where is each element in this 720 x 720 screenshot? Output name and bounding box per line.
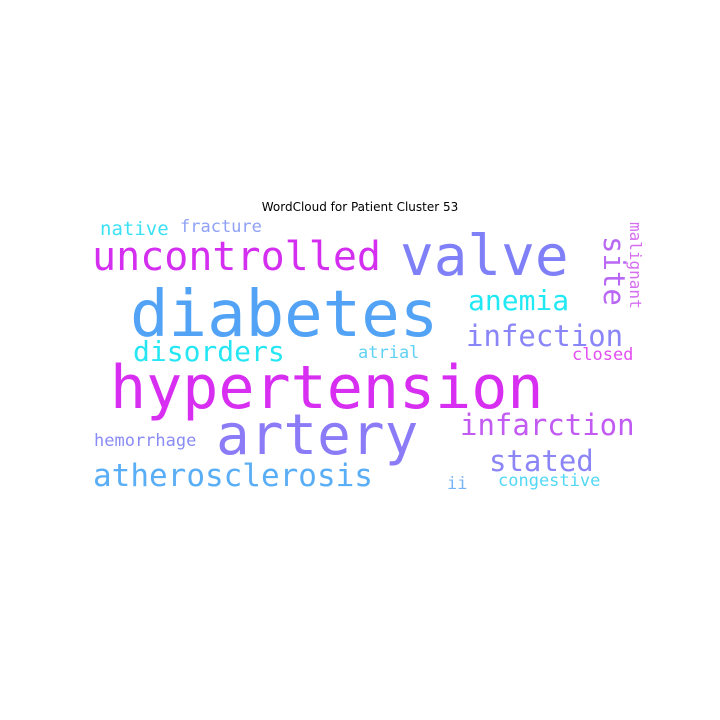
word-atherosclerosis: atherosclerosis [93, 458, 373, 494]
word-closed: closed [572, 345, 634, 365]
chart-title: WordCloud for Patient Cluster 53 [261, 200, 459, 214]
word-infarction: infarction [460, 408, 635, 442]
word-hypertension: hypertension [110, 353, 544, 423]
word-uncontrolled: uncontrolled [92, 234, 381, 280]
word-hemorrhage: hemorrhage [94, 431, 197, 451]
word-malignant: malignant [626, 222, 645, 309]
word-ii: ii [447, 474, 468, 494]
word-disorders: disorders [133, 335, 285, 368]
word-fracture: fracture [180, 217, 262, 237]
word-stated: stated [489, 444, 594, 478]
word-congestive: congestive [498, 471, 601, 491]
word-artery: artery [216, 403, 419, 468]
word-valve: valve [400, 224, 569, 289]
word-anemia: anemia [468, 284, 570, 317]
word-site: site [597, 236, 631, 306]
word-infection: infection [466, 319, 624, 353]
word-native: native [100, 218, 169, 240]
word-diabetes: diabetes [130, 278, 439, 352]
word-atrial: atrial [358, 343, 420, 363]
